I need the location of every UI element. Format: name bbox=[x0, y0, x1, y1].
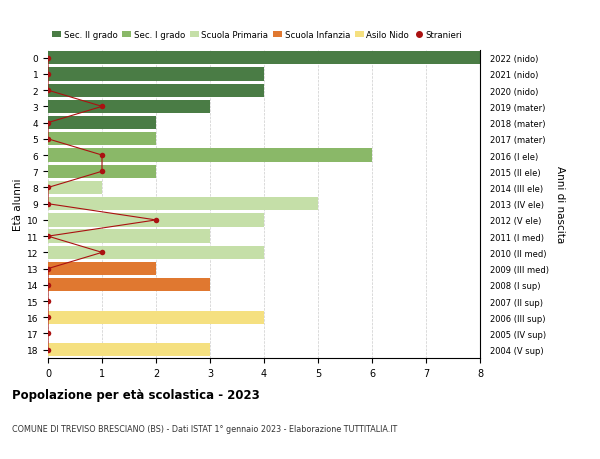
Bar bbox=[48, 133, 156, 146]
Point bbox=[43, 233, 53, 241]
Point bbox=[97, 168, 107, 175]
Bar bbox=[48, 343, 210, 357]
Y-axis label: Età alunni: Età alunni bbox=[13, 178, 23, 230]
Text: COMUNE DI TREVISO BRESCIANO (BS) - Dati ISTAT 1° gennaio 2023 - Elaborazione TUT: COMUNE DI TREVISO BRESCIANO (BS) - Dati … bbox=[12, 425, 397, 434]
Bar bbox=[48, 230, 210, 243]
Bar bbox=[48, 84, 264, 98]
Text: Popolazione per età scolastica - 2023: Popolazione per età scolastica - 2023 bbox=[12, 388, 260, 401]
Point bbox=[43, 136, 53, 143]
Point bbox=[43, 120, 53, 127]
Bar bbox=[48, 181, 102, 195]
Point bbox=[43, 185, 53, 192]
Bar bbox=[48, 101, 210, 114]
Bar bbox=[48, 246, 264, 259]
Point bbox=[43, 314, 53, 321]
Point bbox=[43, 71, 53, 78]
Bar bbox=[48, 117, 156, 130]
Bar bbox=[48, 198, 318, 211]
Bar bbox=[48, 311, 264, 324]
Y-axis label: Anni di nascita: Anni di nascita bbox=[556, 166, 565, 243]
Point bbox=[97, 152, 107, 159]
Point bbox=[43, 346, 53, 353]
Point bbox=[43, 55, 53, 62]
Bar bbox=[48, 52, 480, 65]
Bar bbox=[48, 68, 264, 81]
Point bbox=[97, 103, 107, 111]
Point bbox=[151, 217, 161, 224]
Point bbox=[43, 201, 53, 208]
Bar bbox=[48, 149, 372, 162]
Point bbox=[43, 87, 53, 95]
Point bbox=[43, 265, 53, 273]
Point bbox=[43, 330, 53, 337]
Point bbox=[43, 281, 53, 289]
Bar bbox=[48, 165, 156, 179]
Bar bbox=[48, 279, 210, 292]
Bar bbox=[48, 263, 156, 276]
Bar bbox=[48, 214, 264, 227]
Legend: Sec. II grado, Sec. I grado, Scuola Primaria, Scuola Infanzia, Asilo Nido, Stran: Sec. II grado, Sec. I grado, Scuola Prim… bbox=[52, 31, 462, 40]
Point bbox=[97, 249, 107, 257]
Point bbox=[43, 298, 53, 305]
